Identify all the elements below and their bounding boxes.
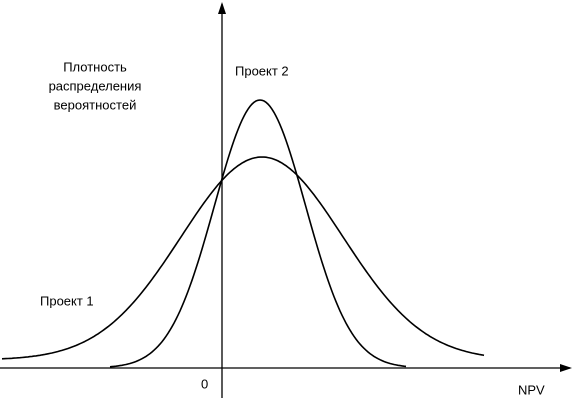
origin-label: 0 <box>201 376 208 391</box>
y-label: вероятностей <box>54 97 137 112</box>
x-label: NPV <box>518 382 545 397</box>
curve-label: Проект 1 <box>40 293 94 308</box>
curve-label: Проект 2 <box>235 63 289 78</box>
curve-project-2 <box>109 99 407 368</box>
x-arrow <box>560 364 572 372</box>
curve-project-1 <box>1 156 485 360</box>
y-arrow <box>218 2 226 14</box>
y-label: распределения <box>49 78 142 93</box>
y-label: Плотность <box>63 59 127 74</box>
